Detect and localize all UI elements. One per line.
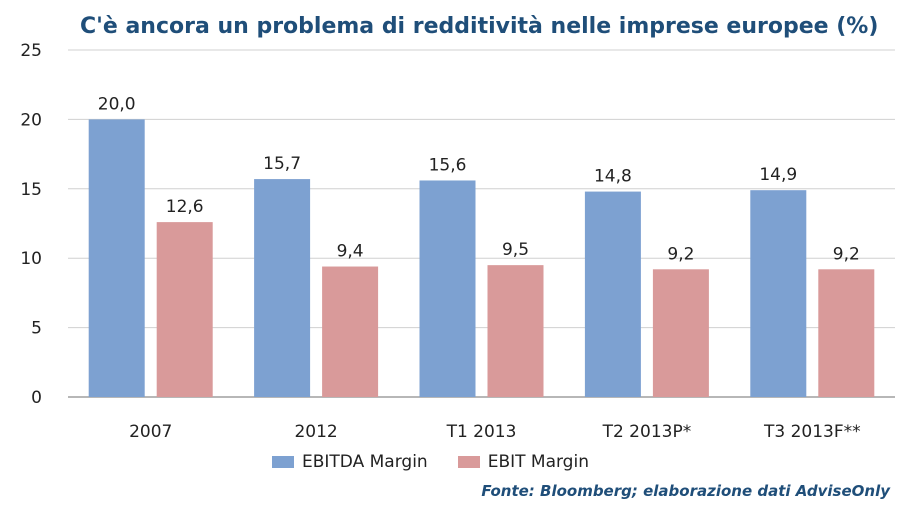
- legend-item-ebit: EBIT Margin: [457, 452, 589, 472]
- chart-title: C'è ancora un problema di redditività ne…: [80, 14, 879, 39]
- data-label-ebit: 12,6: [166, 197, 204, 217]
- x-tick-label: T3 2013F**: [763, 422, 861, 442]
- y-tick-label: 25: [20, 41, 42, 61]
- bar-ebitda: [750, 190, 807, 397]
- bar-ebit: [156, 222, 213, 397]
- y-tick-label: 15: [20, 180, 42, 200]
- x-tick-label: T1 2013: [446, 422, 517, 442]
- y-tick-label: 5: [31, 319, 42, 339]
- bar-ebitda: [88, 119, 145, 398]
- x-tick-label: 2007: [129, 422, 172, 442]
- y-tick-label: 0: [31, 388, 42, 408]
- legend-swatch-ebit: [457, 456, 480, 468]
- legend-item-ebitda: EBITDA Margin: [272, 452, 428, 472]
- data-label-ebit: 9,4: [337, 242, 364, 262]
- bars: 20,0 12,6 15,7 9,4 15,6 9,5 14,8 9,2 14,9 9,2: [88, 94, 875, 398]
- legend-label-ebit: EBIT Margin: [487, 452, 589, 472]
- data-label-ebitda: 14,9: [759, 165, 797, 185]
- bar-ebitda: [584, 191, 641, 397]
- data-label-ebitda: 15,7: [263, 154, 301, 174]
- data-label-ebit: 9,2: [833, 244, 860, 264]
- bar-ebit: [652, 269, 709, 397]
- x-axis: 2007 2012 T1 2013 T2 2013P* T3 2013F**: [129, 422, 861, 442]
- x-tick-label: 2012: [294, 422, 337, 442]
- y-tick-label: 10: [20, 249, 42, 269]
- data-label-ebit: 9,2: [667, 244, 694, 264]
- legend-label-ebitda: EBITDA Margin: [302, 452, 428, 472]
- legend-swatch-ebitda: [272, 456, 294, 468]
- data-label-ebitda: 14,8: [594, 167, 632, 187]
- data-label-ebit: 9,5: [502, 240, 529, 260]
- data-label-ebitda: 15,6: [429, 155, 467, 175]
- bar-ebitda: [254, 179, 311, 397]
- x-tick-label: T2 2013P*: [602, 422, 692, 442]
- legend: EBITDA Margin EBIT Margin: [272, 452, 619, 472]
- source-note: Fonte: Bloomberg; elaborazione dati Advi…: [481, 482, 890, 500]
- data-label-ebitda: 20,0: [98, 94, 136, 114]
- y-tick-label: 20: [20, 110, 42, 130]
- bar-ebit: [487, 265, 544, 397]
- bar-ebit: [818, 269, 875, 397]
- bar-ebitda: [419, 180, 476, 397]
- bar-ebit: [322, 266, 379, 397]
- y-axis: 0 5 10 15 20 25: [20, 41, 42, 408]
